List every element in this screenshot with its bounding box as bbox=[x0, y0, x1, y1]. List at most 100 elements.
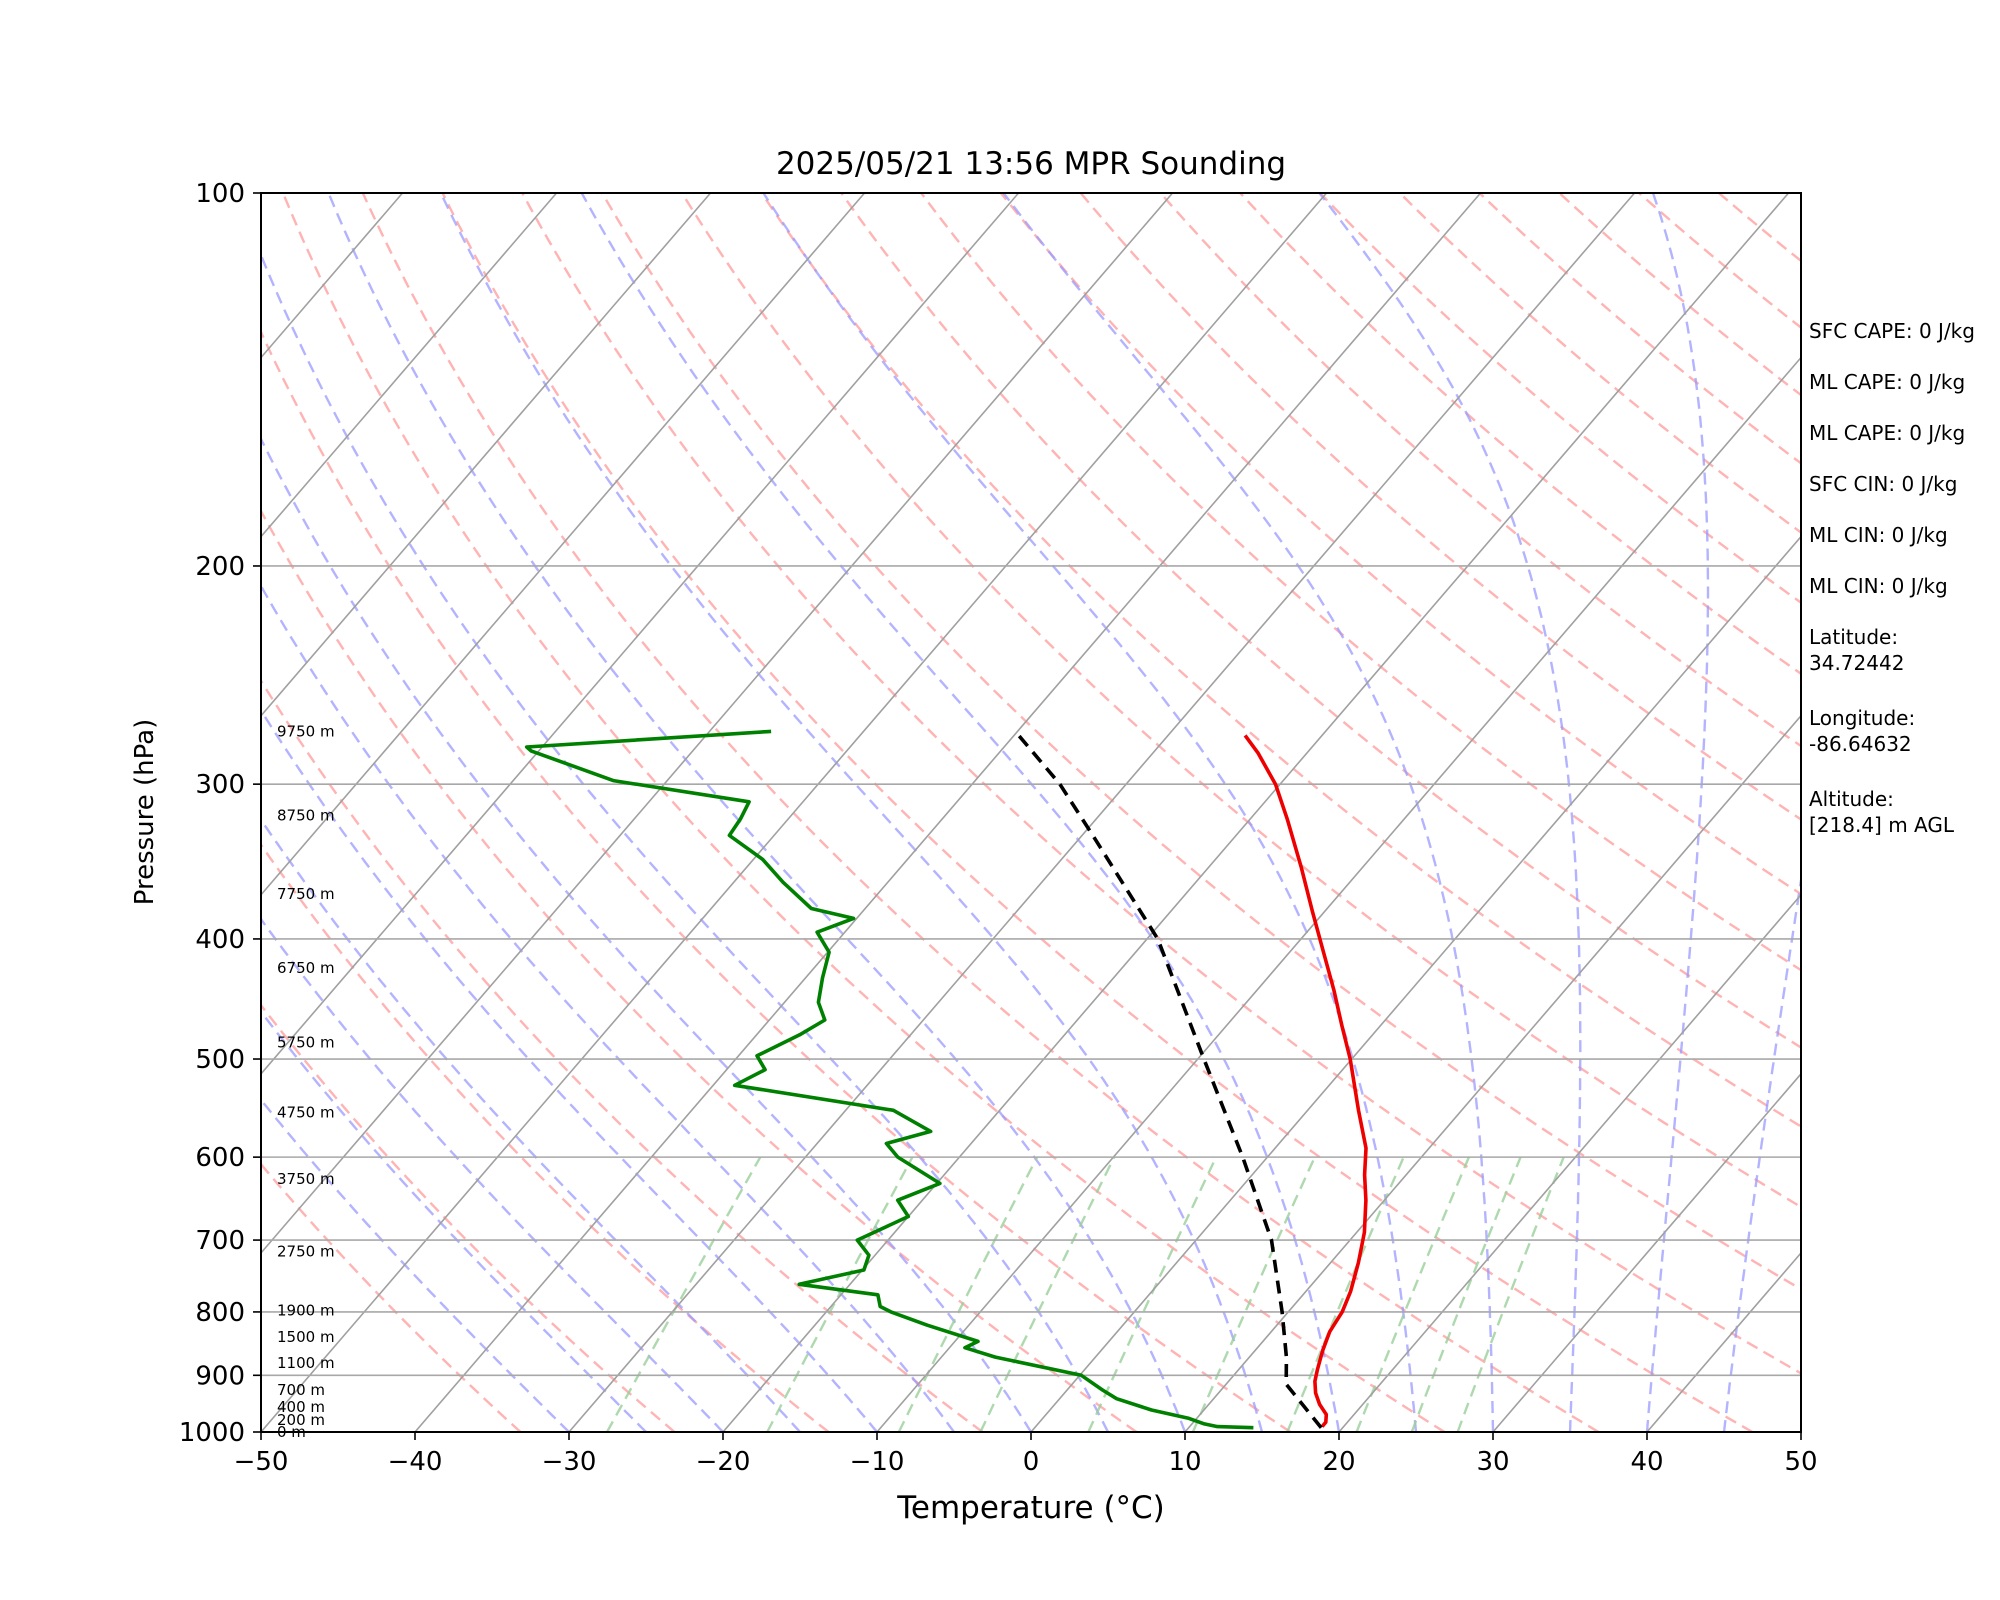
height-label: 1900 m bbox=[277, 1302, 335, 1320]
isotherm-line bbox=[1184, 714, 1801, 1432]
moist-adiabat-line bbox=[580, 193, 1341, 1432]
mixing-ratio-line bbox=[1191, 1156, 1316, 1432]
x-tick-label: 10 bbox=[1168, 1447, 1201, 1477]
longitude-value: -86.64632 bbox=[1809, 732, 1912, 756]
dry-adiabat-line bbox=[261, 1162, 522, 1432]
y-tick-label: 1000 bbox=[179, 1418, 245, 1448]
dry-adiabat-line bbox=[261, 329, 1292, 1432]
mixing-ratio-line bbox=[766, 1156, 914, 1432]
height-label: 7750 m bbox=[277, 885, 335, 903]
height-label: 9750 m bbox=[277, 722, 335, 740]
isotherm-line bbox=[1030, 535, 1801, 1432]
dry-adiabat-line bbox=[601, 193, 1801, 1291]
moist-adiabat-line bbox=[261, 917, 724, 1432]
dewpoint-line bbox=[524, 729, 1254, 1430]
dry-adiabat-line bbox=[441, 193, 1754, 1432]
moist-adiabat-line bbox=[1318, 193, 1582, 1432]
moist-adiabat-line bbox=[762, 193, 1418, 1432]
moist-adiabat-line bbox=[327, 193, 1187, 1432]
moist-adiabat-line bbox=[261, 583, 955, 1432]
ml-cin-text: ML CIN: 0 J/kg bbox=[1809, 523, 1948, 547]
x-tick-label: −20 bbox=[696, 1447, 751, 1477]
altitude-block: Altitude: [218.4] m AGL bbox=[1809, 786, 2000, 838]
moist-adiabat-line bbox=[261, 1097, 570, 1432]
dry-adiabat-line bbox=[920, 193, 1801, 972]
axes: −50 −40 −30 −20 −10 0 10 20 30 40 50 100 200 300 400 50… bbox=[179, 179, 1818, 1477]
altitude-label: Altitude: bbox=[1809, 787, 1894, 811]
isotherm-line bbox=[414, 193, 1482, 1432]
height-label: 5750 m bbox=[277, 1034, 335, 1052]
sfc-cin-text: SFC CIN: 0 J/kg bbox=[1809, 472, 1958, 496]
latitude-value: 34.72442 bbox=[1809, 651, 1905, 675]
mixing-ratio-line bbox=[605, 1156, 762, 1432]
y-tick-label: 600 bbox=[195, 1143, 245, 1173]
height-label: 1500 m bbox=[277, 1328, 335, 1346]
moist-adiabat-line bbox=[261, 252, 1110, 1432]
dry-adiabat-line bbox=[361, 193, 1600, 1432]
dry-adiabat-line bbox=[261, 678, 984, 1432]
sounding-profiles bbox=[524, 729, 1368, 1430]
moist-adiabat-line bbox=[1645, 193, 1710, 1432]
x-tick-label: 30 bbox=[1476, 1447, 1509, 1477]
y-tick-label: 400 bbox=[195, 925, 245, 955]
parcel-profile-line bbox=[1017, 734, 1323, 1429]
sfc-cape-text: SFC CAPE: 0 J/kg bbox=[1809, 319, 1975, 343]
longitude-label: Longitude: bbox=[1809, 706, 1916, 730]
ml-cape-text: ML CAPE: 0 J/kg bbox=[1809, 370, 1966, 394]
x-axis-label: Temperature (°C) bbox=[896, 1490, 1165, 1526]
x-tick-label: −40 bbox=[388, 1447, 443, 1477]
altitude-value: [218.4] m AGL bbox=[1809, 813, 1955, 837]
isotherm-line bbox=[261, 193, 1328, 1432]
dry-adiabat-line bbox=[680, 193, 1801, 1209]
grid-lines bbox=[0, 193, 1801, 1432]
background-reference-lines bbox=[261, 193, 1801, 1432]
dry-adiabat-line bbox=[261, 842, 830, 1432]
mixing-ratio-line bbox=[1087, 1156, 1218, 1432]
isotherm-line bbox=[0, 193, 95, 1432]
mixing-ratio-line bbox=[1286, 1156, 1405, 1432]
height-label: 4750 m bbox=[277, 1103, 335, 1121]
x-tick-label: 50 bbox=[1784, 1447, 1817, 1477]
height-label: 6750 m bbox=[277, 959, 335, 977]
dry-adiabat-line bbox=[760, 193, 1801, 1128]
info-panel: SFC CAPE: 0 J/kg ML CAPE: 0 J/kg ML CAPE… bbox=[1809, 318, 2000, 867]
y-tick-label: 300 bbox=[195, 770, 245, 800]
latitude-block: Latitude: 34.72442 bbox=[1809, 624, 2000, 676]
plot-frame bbox=[260, 192, 1802, 1433]
isotherm-line bbox=[261, 193, 712, 717]
y-tick-label: 900 bbox=[195, 1361, 245, 1391]
mixing-ratio-line bbox=[1355, 1156, 1471, 1432]
x-tick-label: 20 bbox=[1322, 1447, 1355, 1477]
isotherm-line bbox=[261, 193, 866, 897]
mixing-ratio-line bbox=[897, 1156, 1039, 1432]
isotherm-line bbox=[261, 193, 558, 538]
chart-title: 2025/05/21 13:56 MPR Sounding bbox=[776, 146, 1286, 182]
moist-adiabat-line bbox=[1722, 872, 1801, 1432]
height-label: 700 m bbox=[277, 1381, 325, 1399]
height-label: 200 m bbox=[277, 1411, 325, 1429]
x-tick-label: −10 bbox=[850, 1447, 905, 1477]
ml-cin-text-2: ML CIN: 0 J/kg bbox=[1809, 574, 1948, 598]
y-axis-label: Pressure (hPa) bbox=[130, 719, 160, 906]
temperature-line bbox=[1243, 734, 1368, 1428]
height-label: 400 m bbox=[277, 1398, 325, 1416]
isotherm-line bbox=[1492, 1072, 1801, 1432]
moist-adiabat-line bbox=[1002, 193, 1495, 1432]
longitude-block: Longitude: -86.64632 bbox=[1809, 705, 2000, 757]
y-tick-label: 100 bbox=[195, 179, 245, 209]
x-tick-label: −50 bbox=[234, 1447, 289, 1477]
x-tick-label: −30 bbox=[542, 1447, 597, 1477]
height-label: 2750 m bbox=[277, 1242, 335, 1260]
mixing-ratio-line bbox=[1410, 1156, 1522, 1432]
dry-adiabat-line bbox=[521, 193, 1801, 1375]
isotherm-line bbox=[1338, 893, 1801, 1432]
y-tick-label: 700 bbox=[195, 1226, 245, 1256]
moist-adiabat-line bbox=[261, 1009, 647, 1432]
height-label: 3750 m bbox=[277, 1170, 335, 1188]
y-tick-label: 500 bbox=[195, 1045, 245, 1075]
isotherm-line bbox=[261, 193, 1020, 1076]
dry-adiabat-line bbox=[261, 508, 1138, 1432]
mixing-ratio-line bbox=[979, 1156, 1116, 1432]
height-label: 8750 m bbox=[277, 807, 335, 825]
